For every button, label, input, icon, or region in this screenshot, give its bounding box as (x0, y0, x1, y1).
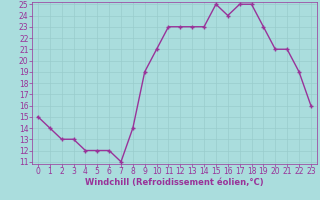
X-axis label: Windchill (Refroidissement éolien,°C): Windchill (Refroidissement éolien,°C) (85, 178, 264, 187)
